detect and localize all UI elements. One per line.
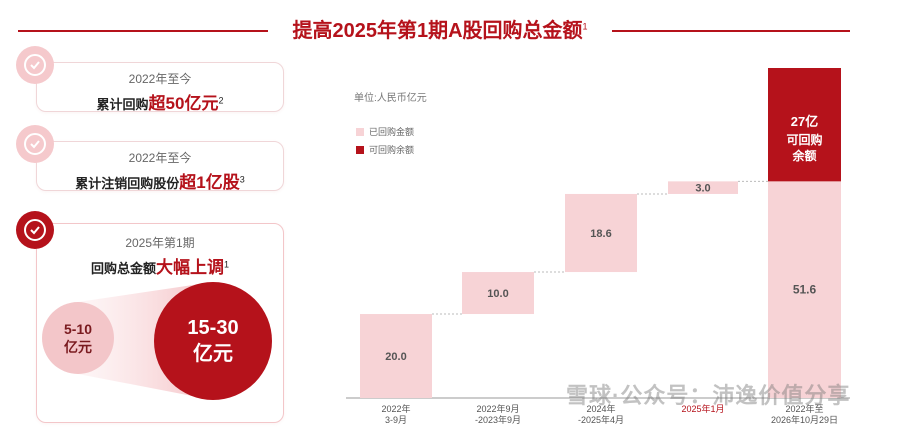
- remaining-label: 27亿: [791, 114, 818, 129]
- card-value: 累计回购超50亿元2: [96, 94, 224, 113]
- x-tick-label: 2022年: [381, 403, 410, 414]
- x-tick-label: 2022年9月: [476, 403, 519, 414]
- bar-remaining: [768, 68, 841, 182]
- card-value: 回购总金额大幅上调1: [90, 258, 230, 277]
- title-rule-left: [18, 30, 268, 32]
- bar-repurchased: [360, 314, 432, 398]
- bar-value-label: 18.6: [590, 228, 611, 240]
- check-icon: [16, 125, 54, 163]
- legend-repurchased: 已回购金额: [356, 125, 414, 138]
- bar-value-label: 51.6: [793, 283, 817, 297]
- legend-swatch: [356, 127, 364, 136]
- x-tick-label: -2025年4月: [578, 414, 624, 425]
- x-tick-label: 2024年: [586, 403, 615, 414]
- bar-repurchased: [565, 193, 637, 273]
- chart-unit: 单位:人民币亿元: [354, 93, 427, 104]
- bar-repurchased: [462, 272, 534, 315]
- card-period: 2025年第1期: [125, 236, 195, 250]
- card-cumulative-cancel: 2022年至今 累计注销回购股份超1亿股3: [36, 141, 284, 192]
- x-tick-label: 2026年10月29日: [771, 414, 838, 425]
- card-period: 2022年至今: [128, 72, 192, 86]
- new-amount-circle: 15-30 亿元: [154, 282, 272, 400]
- x-tick-label: 2022年至: [785, 403, 823, 414]
- bar-value-label: 3.0: [695, 183, 710, 195]
- check-icon: [16, 211, 54, 249]
- bar-value-label: 20.0: [385, 351, 406, 363]
- old-amount-circle: 5-10 亿元: [42, 302, 114, 374]
- card-cumulative-buyback: 2022年至今 累计回购超50亿元2: [36, 62, 284, 113]
- remaining-label: 余额: [791, 148, 816, 163]
- card-value: 累计注销回购股份超1亿股3: [75, 173, 245, 192]
- page-title: 提高2025年第1期A股回购总金额1: [292, 20, 588, 42]
- legend-remaining: 可回购余额: [356, 143, 414, 156]
- bar-total-repurchased: [768, 181, 841, 398]
- bar-repurchased: [668, 181, 738, 194]
- card-period: 2022年至今: [128, 151, 192, 165]
- check-icon: [16, 46, 54, 84]
- remaining-label: 可回购: [786, 132, 822, 147]
- x-tick-label: 3-9月: [385, 415, 407, 425]
- title-rule-right: [612, 30, 850, 32]
- header: 提高2025年第1期A股回购总金额1: [0, 0, 918, 56]
- x-tick-label: 2025年1月: [681, 403, 724, 414]
- watermark: 雪球·公众号：沛逸价值分享: [566, 383, 851, 408]
- bar-value-label: 10.0: [487, 288, 508, 300]
- legend-swatch: [356, 145, 364, 154]
- x-tick-label: -2023年9月: [475, 414, 521, 425]
